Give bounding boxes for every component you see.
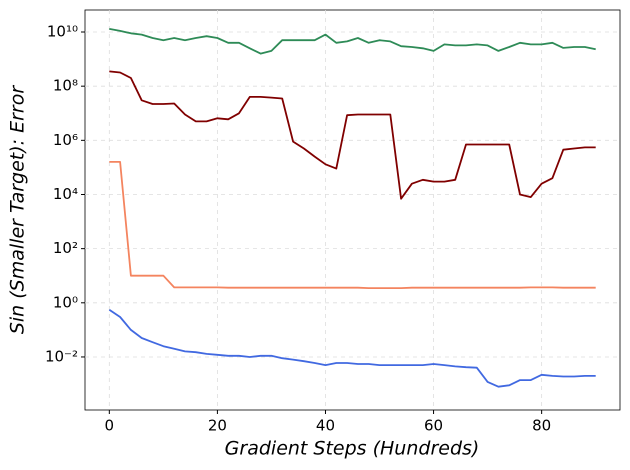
series-line <box>109 28 596 55</box>
y-tick-label: 10² <box>53 239 78 257</box>
y-tick-label: 10¹⁰ <box>47 23 78 41</box>
y-tick-label: 10⁴ <box>53 185 78 203</box>
x-tick-label: 80 <box>532 417 551 435</box>
y-tick-label: 10⁸ <box>53 77 78 95</box>
x-axis-label: Gradient Steps (Hundreds) <box>225 438 480 460</box>
x-tick-label: 40 <box>316 417 335 435</box>
x-tick-label: 0 <box>105 417 115 435</box>
y-axis-label: Sin (Smaller Target): Error <box>7 85 29 335</box>
series-line <box>109 70 596 200</box>
x-tick-label: 20 <box>208 417 227 435</box>
plot-frame <box>84 9 621 411</box>
series-line <box>108 309 596 388</box>
x-tick-label: 60 <box>424 417 443 435</box>
y-tick-label: 10⁻² <box>45 347 78 365</box>
series-line <box>109 161 596 289</box>
y-tick-label: 10⁰ <box>53 293 78 311</box>
y-tick-label: 10⁶ <box>53 131 78 149</box>
